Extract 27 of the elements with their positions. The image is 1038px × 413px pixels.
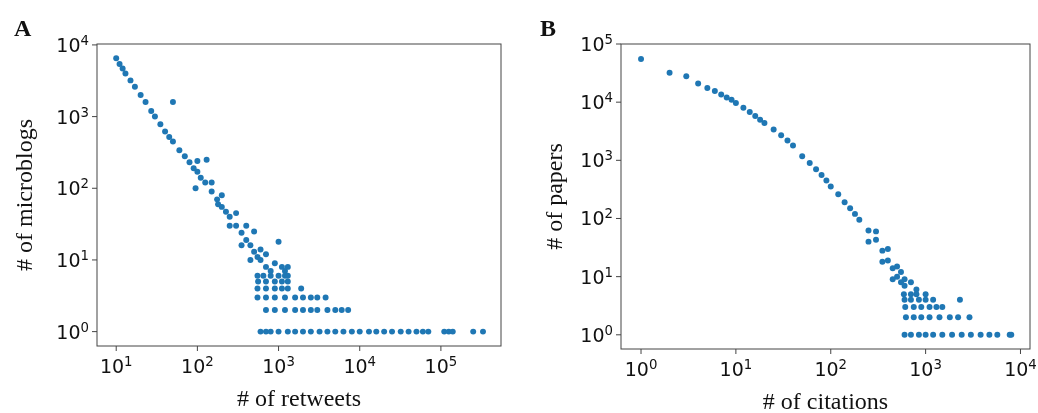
x-tick-label: 10$^{3}$	[909, 356, 942, 380]
chart-title: A	[14, 15, 32, 41]
x-tick-label: 10$^{1}$	[99, 353, 133, 377]
y-tick-label: 10$^{3}$	[580, 147, 613, 172]
x-tick-label: 10$^{4}$	[343, 353, 377, 377]
x-axis-title: # of citations	[762, 388, 889, 413]
y-tick-label: 10$^{2}$	[580, 205, 613, 230]
y-tick-label: 10$^{3}$	[56, 104, 89, 128]
y-tick-label: 10$^{4}$	[580, 89, 613, 114]
x-axis-title: # of retweets	[237, 385, 361, 411]
y-tick-label: 10$^{2}$	[56, 175, 89, 200]
y-tick-label: 10$^{4}$	[56, 32, 89, 56]
y-tick-label: 10$^{0}$	[56, 319, 89, 343]
x-tick-label: 10$^{3}$	[262, 353, 295, 377]
y-tick-label: 10$^{0}$	[580, 322, 613, 346]
x-tick-label: 10$^{2}$	[181, 353, 214, 377]
x-tick-label: 10$^{4}$	[1004, 356, 1037, 380]
y-tick-label: 10$^{1}$	[56, 247, 89, 271]
x-tick-label: 10$^{2}$	[814, 356, 848, 380]
x-tick-label: 10$^{5}$	[424, 353, 458, 377]
y-tick-label: 10$^{1}$	[580, 264, 613, 288]
chart-title: B	[540, 15, 557, 41]
x-tick-label: 10$^{1}$	[719, 356, 753, 380]
y-axis-title: # of microblogs	[11, 119, 37, 271]
y-tick-label: 10$^{5}$	[580, 31, 613, 55]
y-axis-title: # of papers	[541, 143, 567, 250]
x-tick-label: 10$^{0}$	[624, 356, 658, 380]
